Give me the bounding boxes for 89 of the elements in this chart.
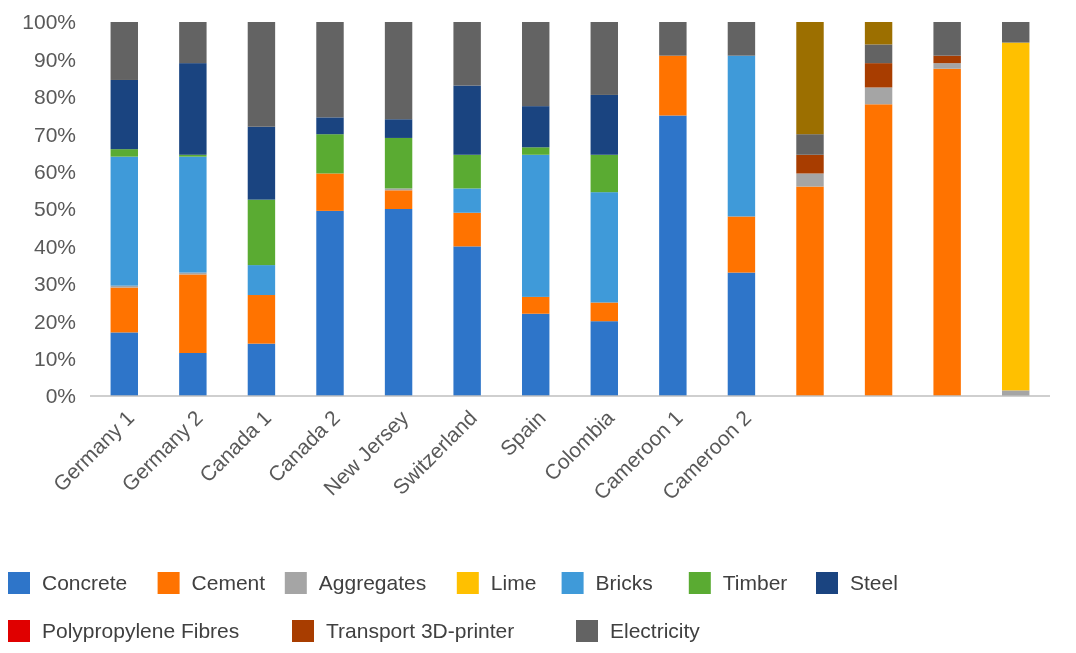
bar [864, 44, 893, 64]
bar [590, 154, 618, 193]
bar [590, 321, 618, 396]
bar [453, 212, 481, 247]
legend-label: Cement [191, 571, 266, 595]
bar [453, 246, 481, 396]
bar [316, 210, 344, 396]
bar [796, 22, 824, 135]
bar [933, 22, 961, 56]
bar [659, 55, 687, 116]
legend-label: Steel [850, 571, 898, 595]
bar [796, 154, 824, 174]
bar [522, 313, 550, 396]
bar [316, 134, 344, 174]
y-tick-label: 90% [33, 47, 76, 71]
bar [316, 173, 344, 211]
bar [247, 343, 276, 396]
bar [316, 117, 344, 135]
y-tick-label: 30% [33, 272, 76, 296]
bar [1002, 42, 1030, 391]
bar [796, 173, 824, 187]
bar [590, 302, 618, 322]
bar [453, 22, 481, 86]
legend-label: Transport 3D-printer [326, 619, 515, 643]
y-tick-label: 40% [33, 234, 76, 258]
bar [864, 22, 893, 45]
bar [1002, 22, 1030, 43]
bar [727, 55, 756, 217]
bar [659, 115, 687, 396]
bar [179, 63, 207, 155]
bar [522, 296, 550, 314]
bar [179, 22, 207, 64]
bar [727, 22, 756, 56]
bar [110, 149, 138, 157]
bar [247, 22, 276, 127]
bar [247, 199, 276, 266]
bar [864, 63, 893, 88]
bar [384, 190, 413, 209]
bar [316, 22, 344, 118]
legend-label: Lime [490, 571, 537, 595]
y-tick-label: 80% [33, 85, 76, 109]
bar [247, 126, 276, 200]
bar [933, 55, 961, 64]
y-tick-label: 20% [33, 309, 76, 333]
bar [659, 22, 687, 56]
bar [247, 295, 276, 344]
legend-label: Timber [722, 571, 788, 595]
bar [796, 134, 824, 155]
bar [110, 156, 138, 286]
bar [179, 352, 207, 396]
legend-label: Aggregates [318, 571, 427, 595]
legend-label: Electricity [610, 619, 701, 643]
bar [796, 186, 824, 396]
bar [247, 265, 276, 296]
bar [522, 154, 550, 297]
bar [110, 332, 138, 396]
bar [933, 68, 961, 396]
y-tick-label: 50% [33, 197, 76, 221]
bar [110, 287, 138, 333]
bar [384, 209, 413, 396]
legend-label: Concrete [42, 571, 128, 595]
y-tick-label: 70% [33, 122, 76, 146]
bar [522, 22, 550, 107]
bar [590, 94, 618, 155]
legend-label: Polypropylene Fibres [42, 619, 240, 643]
bar [384, 137, 413, 189]
bar [727, 272, 756, 396]
bar [933, 63, 961, 69]
bar [179, 274, 207, 353]
bar [864, 87, 893, 105]
bar [453, 154, 481, 189]
legend-label: Bricks [595, 571, 653, 595]
y-tick-label: 60% [33, 159, 76, 183]
bar [727, 216, 756, 273]
bar [453, 85, 481, 155]
bar [453, 188, 481, 213]
y-tick-label: 10% [33, 346, 76, 370]
bar [522, 106, 550, 148]
bar [522, 147, 550, 155]
y-tick-label: 0% [45, 384, 76, 408]
y-tick-label: 100% [22, 10, 76, 34]
bar [110, 79, 138, 150]
bar [590, 22, 618, 95]
bar [110, 22, 138, 80]
bar [384, 119, 413, 138]
bar [864, 104, 893, 396]
bar [179, 156, 207, 273]
bar [384, 22, 413, 120]
bar [590, 192, 618, 303]
